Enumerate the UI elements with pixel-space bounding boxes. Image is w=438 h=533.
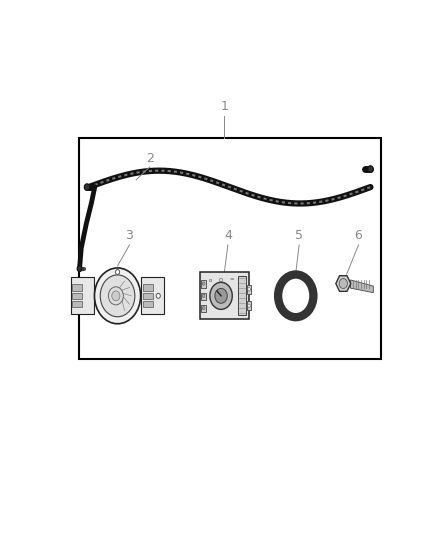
Circle shape xyxy=(156,293,160,298)
Circle shape xyxy=(108,287,124,305)
Text: =: = xyxy=(229,278,233,282)
Circle shape xyxy=(100,275,135,317)
Text: 5: 5 xyxy=(295,230,303,243)
Bar xyxy=(201,280,206,288)
Bar xyxy=(141,277,164,314)
Circle shape xyxy=(112,291,120,301)
Bar xyxy=(143,301,153,308)
Bar xyxy=(247,285,251,294)
Text: 6: 6 xyxy=(355,230,363,243)
Circle shape xyxy=(84,184,90,190)
Circle shape xyxy=(202,282,205,285)
Bar xyxy=(200,272,249,319)
Text: 2: 2 xyxy=(146,151,154,165)
Circle shape xyxy=(210,282,232,309)
Circle shape xyxy=(339,279,347,288)
Bar xyxy=(72,293,82,299)
Circle shape xyxy=(116,270,120,274)
Circle shape xyxy=(368,166,373,172)
Bar xyxy=(201,293,206,300)
Bar xyxy=(238,276,246,316)
Text: 1: 1 xyxy=(221,100,228,113)
Circle shape xyxy=(215,288,227,303)
Bar xyxy=(143,293,153,299)
Bar xyxy=(247,301,251,310)
Polygon shape xyxy=(336,276,351,292)
Text: o: o xyxy=(209,278,212,282)
Circle shape xyxy=(95,268,141,324)
Bar xyxy=(78,138,381,359)
Text: O: O xyxy=(219,278,223,282)
Circle shape xyxy=(77,266,82,272)
Bar xyxy=(72,284,82,291)
Bar xyxy=(143,284,153,291)
Circle shape xyxy=(248,304,251,308)
Circle shape xyxy=(202,294,205,297)
Circle shape xyxy=(202,306,205,310)
Text: 4: 4 xyxy=(224,230,232,243)
Bar xyxy=(72,301,82,308)
Bar xyxy=(71,277,95,314)
Circle shape xyxy=(248,288,251,291)
Bar xyxy=(201,305,206,312)
Text: 3: 3 xyxy=(126,230,133,243)
